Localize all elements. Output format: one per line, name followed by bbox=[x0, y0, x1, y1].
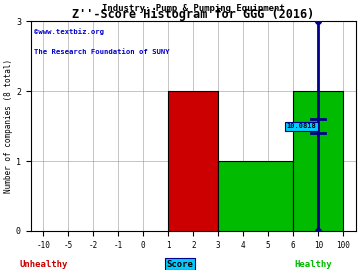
Bar bbox=[218, 161, 293, 231]
Bar bbox=[293, 91, 343, 231]
Text: The Research Foundation of SUNY: The Research Foundation of SUNY bbox=[34, 49, 170, 55]
Text: Healthy: Healthy bbox=[294, 260, 332, 269]
Y-axis label: Number of companies (8 total): Number of companies (8 total) bbox=[4, 59, 13, 193]
Text: 10.0818: 10.0818 bbox=[287, 123, 316, 129]
Bar bbox=[168, 91, 218, 231]
Text: Unhealthy: Unhealthy bbox=[19, 260, 67, 269]
Text: ©www.textbiz.org: ©www.textbiz.org bbox=[34, 28, 104, 35]
Text: Industry: Pump & Pumping Equipment: Industry: Pump & Pumping Equipment bbox=[102, 4, 285, 13]
Text: Score: Score bbox=[167, 260, 193, 269]
Title: Z''-Score Histogram for GGG (2016): Z''-Score Histogram for GGG (2016) bbox=[72, 8, 314, 22]
